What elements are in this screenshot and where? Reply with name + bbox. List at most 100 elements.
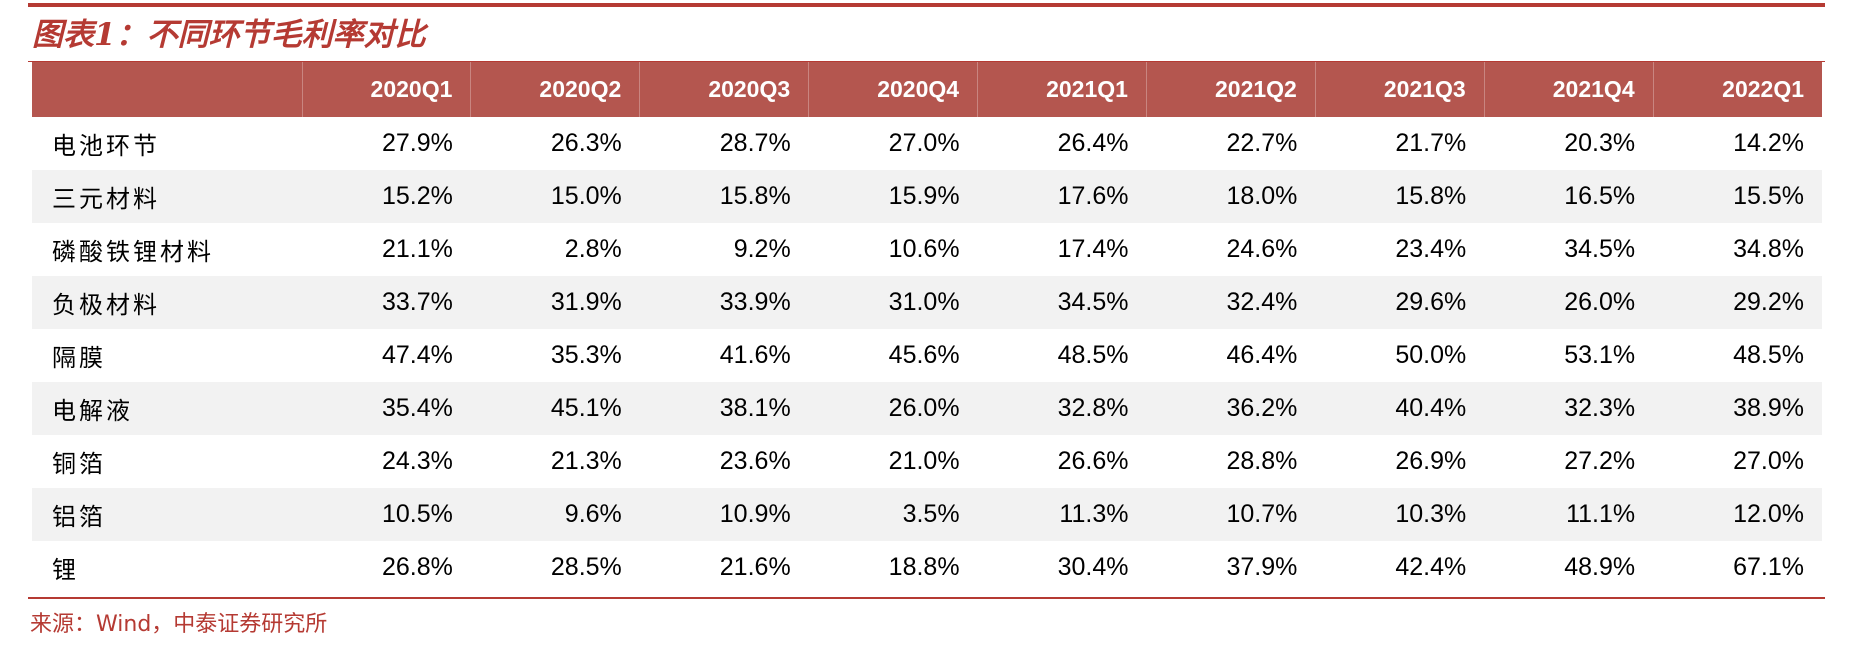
value-cell: 26.6%	[1057, 447, 1129, 475]
value-cell: 35.4%	[302, 382, 471, 435]
value-cell: 33.7%	[302, 276, 471, 329]
value-cell: 27.9%	[382, 129, 453, 157]
row-label: 锂	[52, 556, 79, 584]
value-cell: 3.5%	[808, 488, 978, 541]
value-cell: 9.6%	[470, 488, 640, 541]
value-cell: 21.6%	[719, 553, 791, 581]
table-row: 电池环节 27.9% 26.3% 28.7% 27.0% 26.4% 22.7% 21.7% 2…	[32, 117, 1822, 170]
value-cell: 38.9%	[1653, 382, 1823, 435]
value-cell: 15.9%	[808, 170, 978, 223]
header-cell-2021q2: 2021Q2	[1145, 62, 1316, 117]
value-cell: 10.9%	[639, 488, 809, 541]
value-cell: 26.3%	[550, 129, 622, 157]
value-cell: 24.3%	[382, 447, 453, 475]
value-cell: 28.5%	[550, 553, 622, 581]
value-cell: 21.0%	[888, 447, 960, 475]
value-cell: 45.6%	[888, 341, 960, 369]
title-rule	[28, 61, 1825, 62]
table-row: 锂 26.8% 28.5% 21.6% 18.8% 30.4% 37.9% 42.4% 48.9…	[32, 541, 1822, 594]
value-cell: 22.7%	[1226, 129, 1298, 157]
value-cell: 10.6%	[888, 235, 960, 263]
value-cell: 10.5%	[302, 488, 471, 541]
table-row: 磷酸铁锂材料 21.1% 2.8% 9.2% 10.6% 17.4% 24.6% 23.4% 3…	[32, 223, 1822, 276]
margin-comparison-table: 2020Q1 2020Q2 2020Q3 2020Q4 2021Q1 2021Q…	[32, 62, 1823, 594]
value-cell: 26.9%	[1395, 447, 1467, 475]
value-cell: 12.0%	[1653, 488, 1823, 541]
value-cell: 53.1%	[1564, 341, 1636, 369]
value-cell: 32.3%	[1484, 382, 1654, 435]
header-cell-2020q3: 2020Q3	[639, 62, 809, 117]
value-cell: 33.9%	[639, 276, 809, 329]
header-cell-2021q3: 2021Q3	[1314, 62, 1485, 117]
value-cell: 20.3%	[1564, 129, 1636, 157]
value-cell: 27.0%	[888, 129, 960, 157]
table-row: 负极材料 33.7% 31.9% 33.9% 31.0% 34.5% 32.4% 29.6% 2…	[32, 276, 1823, 329]
bottom-rule	[28, 597, 1825, 599]
value-cell: 28.7%	[719, 129, 791, 157]
value-cell: 46.4%	[1226, 341, 1298, 369]
value-cell: 26.0%	[1484, 276, 1654, 329]
value-cell: 23.4%	[1395, 235, 1467, 263]
value-cell: 35.3%	[550, 341, 622, 369]
table-row: 铝箔 10.5% 9.6% 10.9% 3.5% 11.3% 10.7% 10.3% 11.1%…	[32, 488, 1823, 541]
value-cell: 16.5%	[1484, 170, 1654, 223]
value-cell: 48.9%	[1564, 553, 1636, 581]
value-cell: 42.4%	[1395, 553, 1467, 581]
value-cell: 17.6%	[977, 170, 1147, 223]
value-cell: 47.4%	[382, 341, 453, 369]
value-cell: 34.8%	[1733, 235, 1805, 263]
table-row: 三元材料 15.2% 15.0% 15.8% 15.9% 17.6% 18.0% 15.8% 1…	[32, 170, 1823, 223]
value-cell: 2.8%	[564, 235, 622, 263]
value-cell: 9.2%	[733, 235, 791, 263]
table-row: 隔膜 47.4% 35.3% 41.6% 45.6% 48.5% 46.4% 50.0% 53.…	[32, 329, 1822, 382]
value-cell: 29.2%	[1653, 276, 1823, 329]
header-cell-2021q1: 2021Q1	[977, 62, 1147, 117]
row-label: 三元材料	[32, 170, 302, 223]
value-cell: 15.0%	[470, 170, 640, 223]
value-cell: 15.8%	[639, 170, 809, 223]
value-cell: 15.2%	[302, 170, 471, 223]
value-cell: 36.2%	[1146, 382, 1316, 435]
value-cell: 48.5%	[1733, 341, 1805, 369]
value-cell: 28.8%	[1226, 447, 1298, 475]
value-cell: 15.8%	[1315, 170, 1485, 223]
value-cell: 26.4%	[1057, 129, 1129, 157]
value-cell: 24.6%	[1226, 235, 1298, 263]
row-label: 电解液	[32, 382, 302, 435]
row-label: 铝箔	[32, 488, 302, 541]
source-note: 来源：Wind，中泰证券研究所	[30, 612, 328, 637]
value-cell: 34.5%	[1564, 235, 1636, 263]
table-row: 铜箔 24.3% 21.3% 23.6% 21.0% 26.6% 28.8% 26.9% 27.…	[32, 435, 1822, 488]
top-rule	[28, 3, 1825, 7]
value-cell: 18.0%	[1146, 170, 1316, 223]
row-label: 电池环节	[52, 132, 160, 160]
value-cell: 21.1%	[382, 235, 453, 263]
value-cell: 26.0%	[808, 382, 978, 435]
figure-title: 图表1：不同环节毛利率对比	[32, 17, 426, 53]
row-label: 磷酸铁锂材料	[52, 238, 214, 266]
row-label: 负极材料	[32, 276, 302, 329]
value-cell: 37.9%	[1226, 553, 1298, 581]
table-body: 电池环节 27.9% 26.3% 28.7% 27.0% 26.4% 22.7% 21.7% 2…	[32, 117, 1823, 594]
value-cell: 38.1%	[639, 382, 809, 435]
value-cell: 50.0%	[1395, 341, 1467, 369]
value-cell: 15.5%	[1653, 170, 1823, 223]
header-cell-2020q2: 2020Q2	[470, 62, 640, 117]
table-row: 电解液 35.4% 45.1% 38.1% 26.0% 32.8% 36.2% 40.4% 32…	[32, 382, 1823, 435]
value-cell: 27.2%	[1564, 447, 1636, 475]
value-cell: 27.0%	[1733, 447, 1805, 475]
value-cell: 17.4%	[1057, 235, 1129, 263]
value-cell: 10.7%	[1146, 488, 1316, 541]
value-cell: 40.4%	[1315, 382, 1485, 435]
value-cell: 23.6%	[719, 447, 791, 475]
value-cell: 34.5%	[977, 276, 1147, 329]
value-cell: 32.8%	[977, 382, 1147, 435]
value-cell: 21.7%	[1395, 129, 1467, 157]
value-cell: 31.9%	[470, 276, 640, 329]
value-cell: 30.4%	[1057, 553, 1129, 581]
value-cell: 41.6%	[719, 341, 791, 369]
value-cell: 26.8%	[382, 553, 453, 581]
header-cell-2022q1: 2022Q1	[1652, 62, 1823, 117]
value-cell: 21.3%	[550, 447, 622, 475]
value-cell: 67.1%	[1733, 553, 1805, 581]
